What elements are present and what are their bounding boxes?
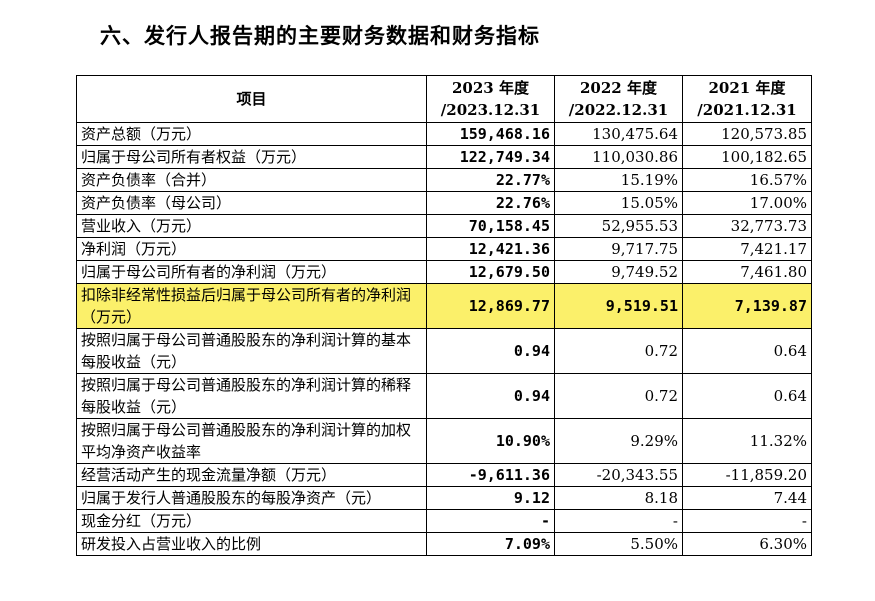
value-2022: 15.05% — [554, 191, 683, 215]
row-label: 资产负债率（母公司） — [76, 191, 427, 215]
table-header-row: 项目 2023 年度 /2023.12.31 2022 年度 /2022.12.… — [76, 75, 812, 123]
value-2023: - — [426, 509, 555, 533]
value-2021: 7,139.87 — [682, 283, 812, 329]
value-2022: 5.50% — [554, 532, 683, 556]
value-2022: 110,030.86 — [554, 145, 683, 169]
table-row: 按照归属于母公司普通股股东的净利润计算的加权平均净资产收益率 10.90% 9.… — [76, 418, 812, 464]
row-label: 扣除非经常性损益后归属于母公司所有者的净利润（万元） — [76, 283, 427, 329]
header-2022: 2022 年度 /2022.12.31 — [554, 75, 683, 123]
value-2021: 120,573.85 — [682, 122, 812, 146]
table-row: 归属于母公司所有者的净利润（万元） 12,679.50 9,749.52 7,4… — [76, 260, 812, 284]
value-2023: 70,158.45 — [426, 214, 555, 238]
row-label: 资产负债率（合并） — [76, 168, 427, 192]
value-2021: 32,773.73 — [682, 214, 812, 238]
value-2023: 0.94 — [426, 328, 555, 374]
value-2021: 7.44 — [682, 486, 812, 510]
table-row: 按照归属于母公司普通股股东的净利润计算的稀释每股收益（元） 0.94 0.72 … — [76, 373, 812, 419]
value-2023: 10.90% — [426, 418, 555, 464]
row-label: 归属于发行人普通股股东的每股净资产（元） — [76, 486, 427, 510]
value-2022: 0.72 — [554, 373, 683, 419]
table-row: 资产负债率（母公司） 22.76% 15.05% 17.00% — [76, 191, 812, 215]
header-2021-year: 2021 年度 — [708, 79, 786, 97]
header-item: 项目 — [76, 75, 427, 123]
value-2023: -9,611.36 — [426, 463, 555, 487]
table-row: 营业收入（万元） 70,158.45 52,955.53 32,773.73 — [76, 214, 812, 238]
value-2022: 9,717.75 — [554, 237, 683, 261]
value-2022: 9,749.52 — [554, 260, 683, 284]
value-2022: 15.19% — [554, 168, 683, 192]
value-2021: 6.30% — [682, 532, 812, 556]
section-title: 六、发行人报告期的主要财务数据和财务指标 — [100, 24, 540, 48]
value-2021: 7,461.80 — [682, 260, 812, 284]
table-row: 资产总额（万元） 159,468.16 130,475.64 120,573.8… — [76, 122, 812, 146]
table-row: 现金分红（万元） - - - — [76, 509, 812, 533]
header-2023: 2023 年度 /2023.12.31 — [426, 75, 555, 123]
value-2022: 8.18 — [554, 486, 683, 510]
value-2022: 9.29% — [554, 418, 683, 464]
row-label: 按照归属于母公司普通股股东的净利润计算的稀释每股收益（元） — [76, 373, 427, 419]
value-2023: 0.94 — [426, 373, 555, 419]
header-2023-year: 2023 年度 — [452, 79, 529, 97]
value-2023: 7.09% — [426, 532, 555, 556]
value-2021: 0.64 — [682, 328, 812, 374]
value-2023: 12,421.36 — [426, 237, 555, 261]
value-2022: -20,343.55 — [554, 463, 683, 487]
header-2021-date: /2021.12.31 — [697, 101, 797, 119]
value-2022: - — [554, 509, 683, 533]
value-2021: 11.32% — [682, 418, 812, 464]
value-2021: 100,182.65 — [682, 145, 812, 169]
row-label: 按照归属于母公司普通股股东的净利润计算的基本每股收益（元） — [76, 328, 427, 374]
row-label: 归属于母公司所有者的净利润（万元） — [76, 260, 427, 284]
row-label: 净利润（万元） — [76, 237, 427, 261]
value-2021: 17.00% — [682, 191, 812, 215]
value-2022: 0.72 — [554, 328, 683, 374]
value-2023: 12,679.50 — [426, 260, 555, 284]
value-2023: 22.77% — [426, 168, 555, 192]
value-2022: 9,519.51 — [554, 283, 683, 329]
row-label: 营业收入（万元） — [76, 214, 427, 238]
value-2023: 122,749.34 — [426, 145, 555, 169]
value-2023: 159,468.16 — [426, 122, 555, 146]
table-row: 净利润（万元） 12,421.36 9,717.75 7,421.17 — [76, 237, 812, 261]
row-label: 资产总额（万元） — [76, 122, 427, 146]
value-2023: 12,869.77 — [426, 283, 555, 329]
row-label: 研发投入占营业收入的比例 — [76, 532, 427, 556]
table-row: 研发投入占营业收入的比例 7.09% 5.50% 6.30% — [76, 532, 812, 556]
value-2023: 22.76% — [426, 191, 555, 215]
value-2021: - — [682, 509, 812, 533]
header-2023-date: /2023.12.31 — [440, 101, 541, 119]
value-2021: 16.57% — [682, 168, 812, 192]
table-row: 按照归属于母公司普通股股东的净利润计算的基本每股收益（元） 0.94 0.72 … — [76, 328, 812, 374]
value-2021: 7,421.17 — [682, 237, 812, 261]
table-row-highlighted: 扣除非经常性损益后归属于母公司所有者的净利润（万元） 12,869.77 9,5… — [76, 283, 812, 329]
value-2022: 130,475.64 — [554, 122, 683, 146]
value-2022: 52,955.53 — [554, 214, 683, 238]
table-row: 归属于发行人普通股股东的每股净资产（元） 9.12 8.18 7.44 — [76, 486, 812, 510]
value-2023: 9.12 — [426, 486, 555, 510]
financial-data-table: 项目 2023 年度 /2023.12.31 2022 年度 /2022.12.… — [76, 75, 812, 556]
row-label: 归属于母公司所有者权益（万元） — [76, 145, 427, 169]
table-row: 归属于母公司所有者权益（万元） 122,749.34 110,030.86 10… — [76, 145, 812, 169]
header-2021: 2021 年度 /2021.12.31 — [682, 75, 812, 123]
row-label: 经营活动产生的现金流量净额（万元） — [76, 463, 427, 487]
header-2022-year: 2022 年度 — [580, 79, 657, 97]
header-2022-date: /2022.12.31 — [568, 101, 669, 119]
table-row: 经营活动产生的现金流量净额（万元） -9,611.36 -20,343.55 -… — [76, 463, 812, 487]
row-label: 按照归属于母公司普通股股东的净利润计算的加权平均净资产收益率 — [76, 418, 427, 464]
row-label: 现金分红（万元） — [76, 509, 427, 533]
value-2021: 0.64 — [682, 373, 812, 419]
value-2021: -11,859.20 — [682, 463, 812, 487]
table-row: 资产负债率（合并） 22.77% 15.19% 16.57% — [76, 168, 812, 192]
